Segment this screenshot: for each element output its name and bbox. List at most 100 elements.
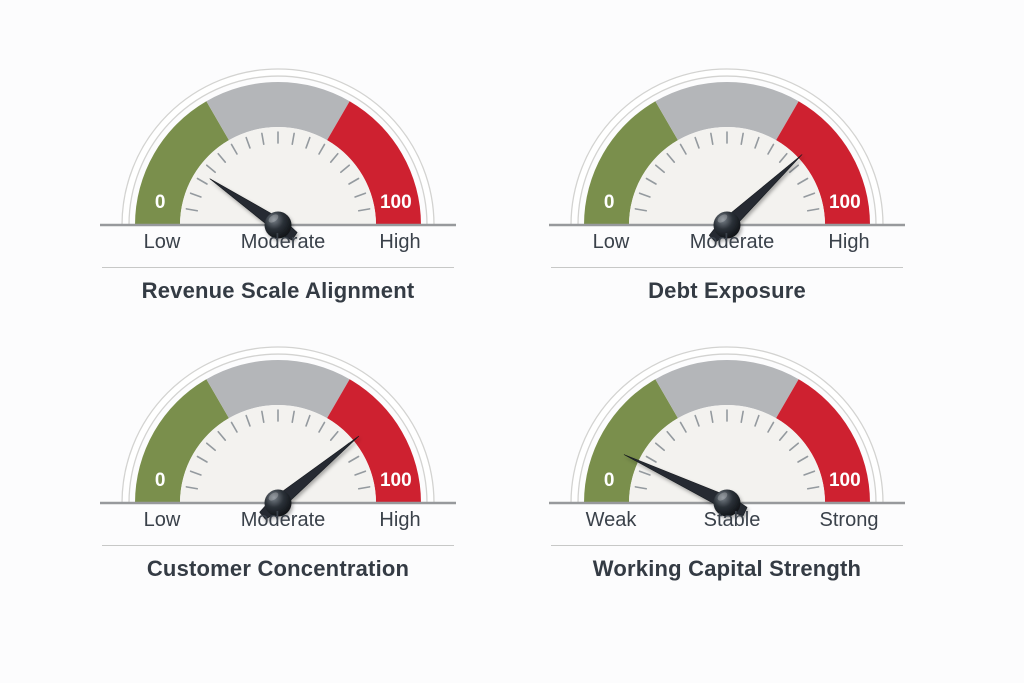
gauge-tick [710,410,714,424]
gauge-tick [318,421,326,433]
gauge-tick [357,208,371,212]
gauge-tick [694,136,700,149]
gauge-tick [645,177,657,185]
gauge-hub-highlight [268,214,279,223]
gauge-scale-labels: Low Moderate High [98,509,458,535]
gauge-tick [767,143,775,155]
gauge-tick [679,143,687,155]
gauge-hub-highlight [717,214,728,223]
gauge-tick [230,421,238,433]
gauge-dial-debt-exposure: 0 100 [549,68,905,243]
gauge-tick [305,414,311,427]
gauge-tick [357,486,371,490]
scale-label-strong: Strong [819,509,879,531]
gauge-min-value: 0 [604,192,615,213]
scale-label-moderate: Moderate [240,509,326,531]
gauge-segment-high [327,379,421,503]
gauge-tick [205,442,216,452]
gauge-tick [806,208,820,212]
gauge-title: Revenue Scale Alignment [141,278,415,303]
gauge-tick [230,143,238,155]
gauge-tick [638,192,651,198]
gauge-tick [340,164,351,174]
scale-label-stable: Stable [703,509,761,531]
scale-label-high: High [828,231,870,253]
gauge-min-value: 0 [155,470,166,491]
gauge-card-working-capital-strength: 0 100 Weak Stable Strong Working Capital … [547,335,907,595]
gauge-tick [291,132,295,146]
divider-line [102,545,454,546]
gauge-tick [789,442,800,452]
gauge-tick [797,177,809,185]
gauge-tick [329,152,339,163]
gauge-card-debt-exposure: 0 100 Low Moderate High Debt Exposure [547,57,907,317]
gauge-tick [354,470,367,476]
gauge-tick [778,430,788,441]
gauge-dial-face [629,127,825,225]
gauge-tick [740,410,744,424]
gauge-tick [348,455,360,463]
gauge-dial-face [180,127,376,225]
gauge-tick [666,152,676,163]
gauge-tick [189,192,202,198]
gauge-segment-moderate [206,360,350,419]
gauge-tick [305,136,311,149]
gauge-tick [217,430,227,441]
gauge-segment-high [776,101,870,225]
scale-label-high: High [379,509,421,531]
gauge-tick [261,410,265,424]
gauge-segment-low [135,379,229,503]
gauge-segment-strong [776,379,870,503]
scale-label-low: Low [143,509,181,531]
gauge-tick [354,192,367,198]
gauge-tick [694,414,700,427]
gauge-needle-group [209,178,298,241]
divider-line [551,267,903,268]
gauge-tick [740,132,744,146]
gauge-tick [245,414,251,427]
gauge-dial-working-capital-strength: 0 100 [549,346,905,517]
gauge-tick [666,430,676,441]
gauge-segment-high [327,101,421,225]
gauge-tick [789,164,800,174]
gauge-segment-low [584,101,678,225]
gauge-min-value: 0 [604,470,615,491]
gauge-segment-stable [655,360,799,419]
gauge-tick [754,414,760,427]
scale-label-high: High [379,231,421,253]
gauge-segment-moderate [655,81,799,141]
gauge-tick [185,208,199,212]
gauge-tick [261,132,265,146]
gauge-title: Customer Concentration [146,556,410,581]
gauge-tick [348,177,360,185]
gauge-tick [638,470,651,476]
gauge-tick [245,136,251,149]
gauge-tick [634,208,648,212]
gauge-tick [778,152,788,163]
gauge-tick [803,192,816,198]
gauge-card-customer-concentration: 0 100 Low Moderate High Customer Concentr… [98,335,458,595]
gauge-needle-group [623,454,748,517]
gauge-needle-group [259,435,360,520]
gauge-min-value: 0 [155,192,166,213]
scale-label-low: Low [592,231,630,253]
gauge-max-value: 100 [829,192,861,213]
gauge-max-value: 100 [380,192,412,213]
gauge-tick [679,421,687,433]
scale-label-moderate: Moderate [689,231,775,253]
gauge-hub-highlight [268,492,279,501]
gauge-tick [754,136,760,149]
gauge-scale-labels: Low Moderate High [547,231,907,257]
gauge-tick [205,164,216,174]
divider-line [551,545,903,546]
gauge-needle-group [708,154,803,243]
scale-label-moderate: Moderate [240,231,326,253]
gauge-tick [654,442,665,452]
gauge-tick [217,152,227,163]
gauge-tick [710,132,714,146]
gauge-tick [806,486,820,490]
gauge-tick [767,421,775,433]
gauge-title: Debt Exposure [648,278,806,303]
gauge-max-value: 100 [380,470,412,491]
gauge-dial-customer-concentration: 0 100 [100,346,456,520]
